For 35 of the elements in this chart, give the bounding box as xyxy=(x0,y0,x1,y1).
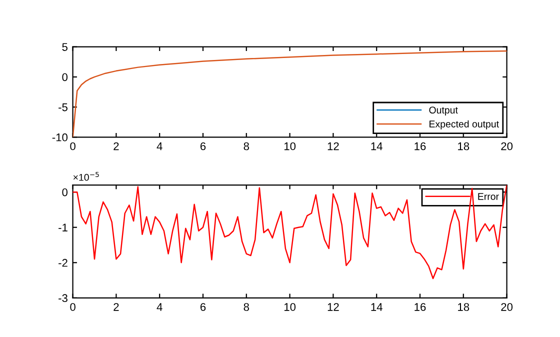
x-tick-label: 8 xyxy=(244,303,250,311)
text: ×10$^{−5}$ xyxy=(73,172,99,181)
y-tick-label: -5 xyxy=(58,103,68,112)
y-tick-label: -10 xyxy=(52,133,68,142)
x-tick-label: 14 xyxy=(371,142,382,150)
x-tick-label: 10 xyxy=(284,303,296,311)
y-tick-label: 0 xyxy=(62,188,68,196)
y-tick-label: 5 xyxy=(62,43,68,51)
x-tick-label: 16 xyxy=(414,142,426,150)
x-tick-label: 6 xyxy=(200,303,206,311)
x-tick-label: 12 xyxy=(328,142,339,150)
x-tick-label: 20 xyxy=(501,142,513,150)
x-tick-label: 6 xyxy=(200,142,206,150)
x-tick-label: 8 xyxy=(244,142,250,150)
y-tick-label: -3 xyxy=(58,294,68,302)
x-tick-label: 18 xyxy=(458,303,470,311)
legend-label: Expected output xyxy=(430,120,499,130)
y-tick-label: 0 xyxy=(62,73,68,82)
x-tick-label: 14 xyxy=(371,303,382,311)
x-tick-label: 2 xyxy=(114,142,119,150)
x-tick-label: 4 xyxy=(156,142,162,150)
legend-label: Error xyxy=(478,193,499,200)
y-tick-label: -2 xyxy=(58,258,68,267)
x-tick-label: 10 xyxy=(284,142,296,150)
x-tick-label: 18 xyxy=(458,142,470,150)
legend-label: Output xyxy=(429,106,458,116)
line-series xyxy=(72,50,507,138)
x-tick-label: 4 xyxy=(156,303,162,311)
x-tick-label: 2 xyxy=(114,303,119,311)
y-tick-label: -1 xyxy=(58,224,68,232)
x-tick-label: 20 xyxy=(501,303,513,311)
x-tick-label: 12 xyxy=(328,303,339,311)
x-tick-label: 0 xyxy=(70,303,76,311)
x-tick-label: 16 xyxy=(414,303,426,311)
x-tick-label: 0 xyxy=(70,142,76,150)
